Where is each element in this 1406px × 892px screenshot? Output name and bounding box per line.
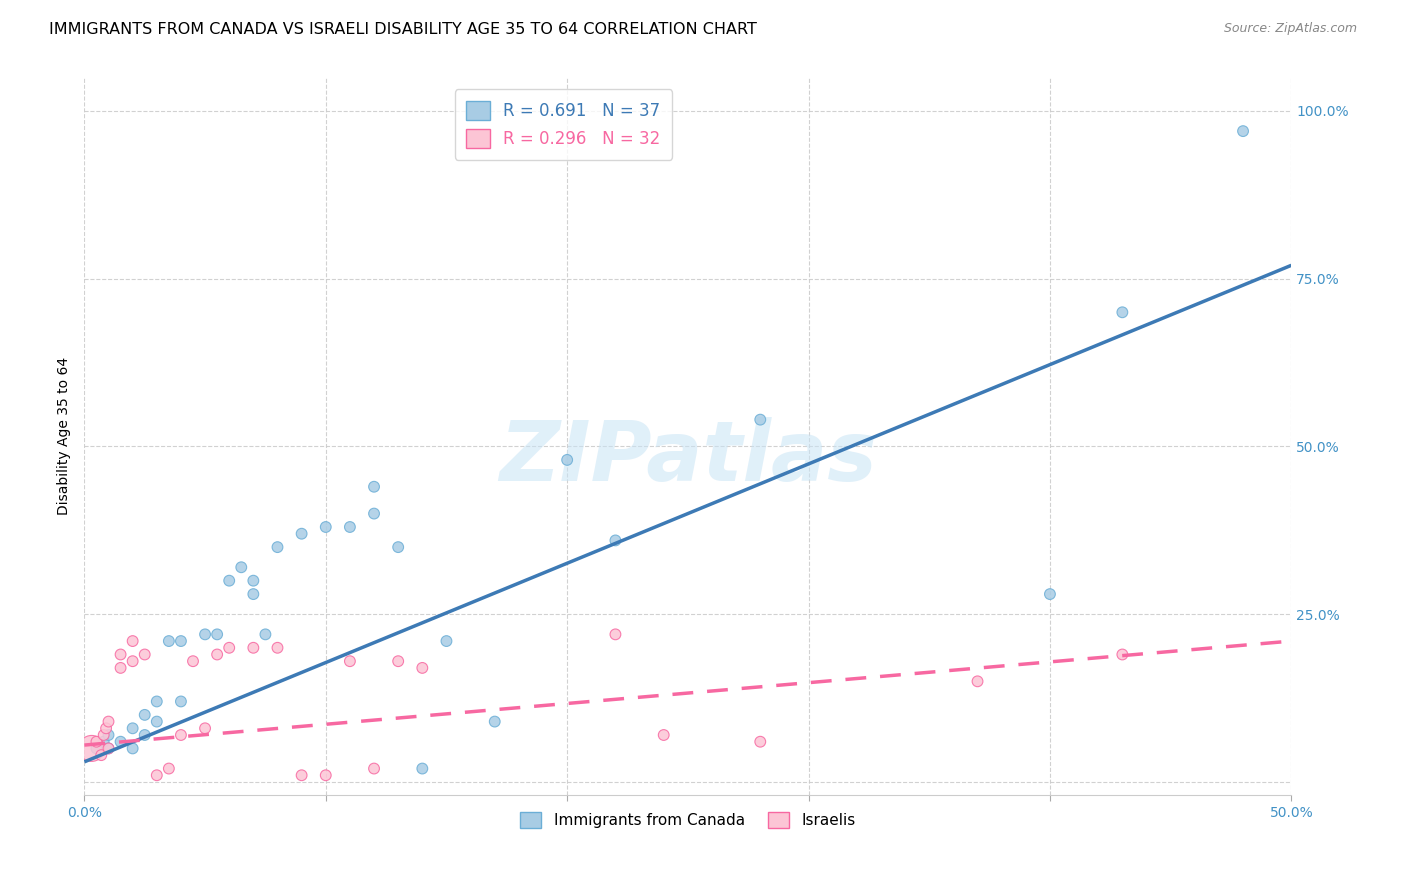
Point <box>157 762 180 776</box>
Point <box>181 654 204 668</box>
Point <box>387 540 409 554</box>
Point <box>121 741 143 756</box>
Point <box>291 526 314 541</box>
Point <box>652 728 675 742</box>
Point <box>242 640 264 655</box>
Point <box>121 721 143 735</box>
Point <box>315 520 337 534</box>
Point <box>363 762 385 776</box>
Point <box>484 714 506 729</box>
Point <box>170 728 193 742</box>
Y-axis label: Disability Age 35 to 64: Disability Age 35 to 64 <box>58 358 72 516</box>
Text: Source: ZipAtlas.com: Source: ZipAtlas.com <box>1223 22 1357 36</box>
Point <box>387 654 409 668</box>
Point <box>966 674 988 689</box>
Point <box>194 721 217 735</box>
Point <box>315 768 337 782</box>
Point <box>121 654 143 668</box>
Point <box>205 627 228 641</box>
Point <box>93 728 115 742</box>
Point <box>146 694 169 708</box>
Point <box>94 721 117 735</box>
Point <box>605 627 627 641</box>
Point <box>1111 305 1133 319</box>
Point <box>170 634 193 648</box>
Point <box>97 714 120 729</box>
Point <box>1111 648 1133 662</box>
Point <box>254 627 277 641</box>
Point <box>218 640 240 655</box>
Point <box>97 741 120 756</box>
Point <box>411 762 433 776</box>
Point <box>266 540 288 554</box>
Point <box>436 634 458 648</box>
Point <box>134 648 156 662</box>
Point <box>134 728 156 742</box>
Point <box>555 453 578 467</box>
Point <box>194 627 217 641</box>
Point <box>231 560 253 574</box>
Point <box>97 728 120 742</box>
Point <box>93 735 115 749</box>
Point <box>121 634 143 648</box>
Point <box>339 654 361 668</box>
Point <box>411 661 433 675</box>
Point <box>134 707 156 722</box>
Point <box>97 741 120 756</box>
Point <box>218 574 240 588</box>
Point <box>146 714 169 729</box>
Point <box>266 640 288 655</box>
Point <box>242 587 264 601</box>
Point <box>170 694 193 708</box>
Point <box>110 648 132 662</box>
Point <box>605 533 627 548</box>
Point <box>339 520 361 534</box>
Point <box>110 735 132 749</box>
Point <box>86 735 108 749</box>
Legend: Immigrants from Canada, Israelis: Immigrants from Canada, Israelis <box>515 806 862 834</box>
Point <box>146 768 169 782</box>
Point <box>363 507 385 521</box>
Text: IMMIGRANTS FROM CANADA VS ISRAELI DISABILITY AGE 35 TO 64 CORRELATION CHART: IMMIGRANTS FROM CANADA VS ISRAELI DISABI… <box>49 22 756 37</box>
Point <box>80 741 103 756</box>
Point <box>749 412 772 426</box>
Point <box>86 741 108 756</box>
Point <box>242 574 264 588</box>
Point <box>110 661 132 675</box>
Point <box>291 768 314 782</box>
Point <box>363 480 385 494</box>
Point <box>1232 124 1254 138</box>
Point <box>1039 587 1062 601</box>
Point <box>749 735 772 749</box>
Text: ZIPatlas: ZIPatlas <box>499 417 877 499</box>
Point <box>157 634 180 648</box>
Point <box>90 748 112 763</box>
Point <box>205 648 228 662</box>
